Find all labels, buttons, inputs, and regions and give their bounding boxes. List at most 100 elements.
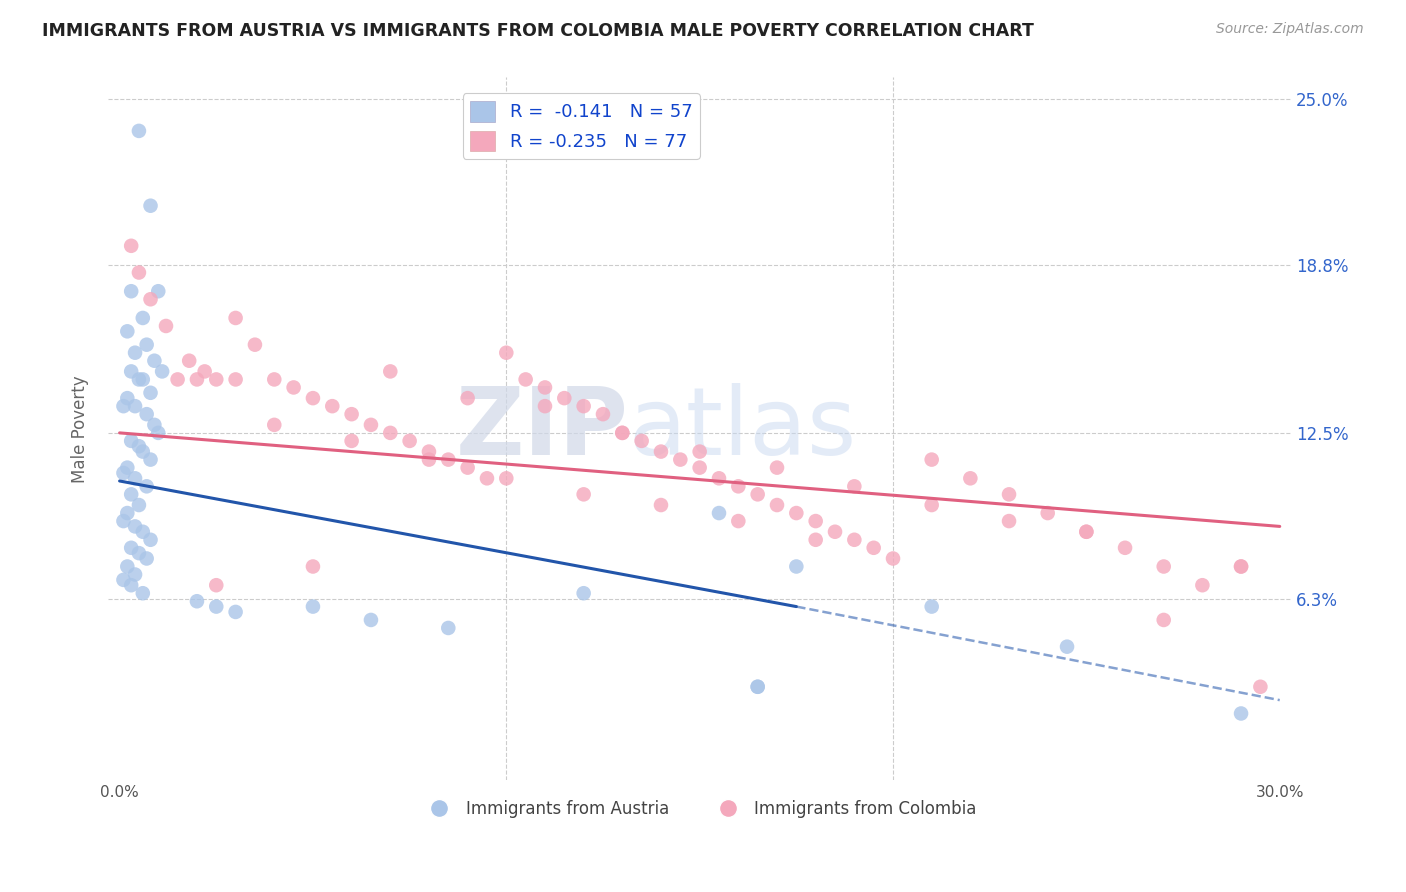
Text: IMMIGRANTS FROM AUSTRIA VS IMMIGRANTS FROM COLOMBIA MALE POVERTY CORRELATION CHA: IMMIGRANTS FROM AUSTRIA VS IMMIGRANTS FR… bbox=[42, 22, 1033, 40]
Point bbox=[112, 466, 135, 480]
Point bbox=[360, 417, 382, 432]
Legend: Immigrants from Austria, Immigrants from Colombia: Immigrants from Austria, Immigrants from… bbox=[416, 793, 983, 825]
Point bbox=[124, 471, 146, 485]
Point bbox=[804, 533, 827, 547]
Point bbox=[380, 364, 402, 378]
Point bbox=[124, 519, 146, 533]
Point bbox=[128, 266, 150, 280]
Point bbox=[135, 551, 157, 566]
Point bbox=[689, 460, 711, 475]
Point bbox=[186, 372, 208, 386]
Point bbox=[143, 353, 166, 368]
Point bbox=[398, 434, 420, 448]
Point bbox=[592, 407, 614, 421]
Point bbox=[844, 479, 866, 493]
Point bbox=[150, 364, 173, 378]
Point bbox=[117, 391, 139, 405]
Point bbox=[132, 444, 155, 458]
Point bbox=[120, 284, 142, 298]
Point bbox=[998, 487, 1021, 501]
Point bbox=[225, 310, 247, 325]
Point bbox=[128, 546, 150, 560]
Point bbox=[135, 337, 157, 351]
Point bbox=[804, 514, 827, 528]
Point bbox=[862, 541, 884, 555]
Point bbox=[707, 471, 730, 485]
Point bbox=[457, 460, 479, 475]
Point bbox=[139, 385, 162, 400]
Point bbox=[959, 471, 981, 485]
Point bbox=[117, 506, 139, 520]
Point bbox=[128, 439, 150, 453]
Y-axis label: Male Poverty: Male Poverty bbox=[72, 375, 89, 483]
Text: atlas: atlas bbox=[628, 383, 856, 475]
Point bbox=[132, 524, 155, 539]
Point bbox=[766, 498, 789, 512]
Point bbox=[120, 541, 142, 555]
Point bbox=[112, 514, 135, 528]
Point bbox=[283, 380, 305, 394]
Point bbox=[1191, 578, 1213, 592]
Point bbox=[669, 452, 692, 467]
Point bbox=[1076, 524, 1098, 539]
Point bbox=[205, 372, 228, 386]
Point bbox=[132, 372, 155, 386]
Point bbox=[1076, 524, 1098, 539]
Point bbox=[1114, 541, 1136, 555]
Point bbox=[553, 391, 575, 405]
Point bbox=[824, 524, 846, 539]
Point bbox=[120, 434, 142, 448]
Point bbox=[205, 599, 228, 614]
Point bbox=[340, 434, 363, 448]
Point bbox=[155, 318, 177, 333]
Point bbox=[785, 559, 807, 574]
Point bbox=[630, 434, 652, 448]
Point bbox=[495, 471, 517, 485]
Point bbox=[135, 407, 157, 421]
Point bbox=[302, 391, 325, 405]
Point bbox=[194, 364, 217, 378]
Point bbox=[321, 399, 343, 413]
Point bbox=[1249, 680, 1271, 694]
Point bbox=[243, 337, 266, 351]
Point bbox=[766, 460, 789, 475]
Point bbox=[166, 372, 188, 386]
Point bbox=[534, 399, 557, 413]
Point bbox=[650, 498, 672, 512]
Point bbox=[418, 444, 440, 458]
Point bbox=[186, 594, 208, 608]
Point bbox=[921, 498, 943, 512]
Point bbox=[124, 567, 146, 582]
Point bbox=[179, 353, 201, 368]
Point bbox=[1230, 706, 1253, 721]
Point bbox=[747, 680, 769, 694]
Point bbox=[457, 391, 479, 405]
Point bbox=[120, 578, 142, 592]
Point bbox=[117, 324, 139, 338]
Point bbox=[1230, 559, 1253, 574]
Point bbox=[263, 417, 285, 432]
Point bbox=[785, 506, 807, 520]
Point bbox=[437, 621, 460, 635]
Point bbox=[437, 452, 460, 467]
Point bbox=[117, 460, 139, 475]
Point bbox=[727, 514, 749, 528]
Point bbox=[747, 680, 769, 694]
Point bbox=[418, 452, 440, 467]
Point bbox=[650, 444, 672, 458]
Point bbox=[148, 425, 170, 440]
Point bbox=[135, 479, 157, 493]
Point bbox=[148, 284, 170, 298]
Point bbox=[882, 551, 904, 566]
Point bbox=[132, 586, 155, 600]
Point bbox=[1036, 506, 1059, 520]
Point bbox=[120, 364, 142, 378]
Point bbox=[128, 124, 150, 138]
Point bbox=[205, 578, 228, 592]
Point bbox=[139, 533, 162, 547]
Point bbox=[340, 407, 363, 421]
Point bbox=[921, 599, 943, 614]
Point bbox=[1153, 613, 1175, 627]
Point bbox=[515, 372, 537, 386]
Point bbox=[921, 452, 943, 467]
